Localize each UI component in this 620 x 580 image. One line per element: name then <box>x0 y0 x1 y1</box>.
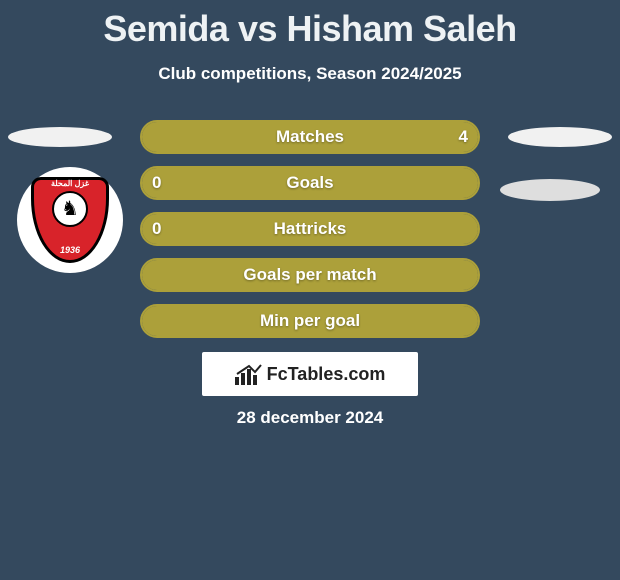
stat-row: 0Hattricks <box>140 212 480 246</box>
stat-row: Matches4 <box>140 120 480 154</box>
brand-text: FcTables.com <box>267 364 386 385</box>
stat-label: Goals <box>142 168 478 198</box>
stat-row: Min per goal <box>140 304 480 338</box>
stat-label: Goals per match <box>142 260 478 290</box>
player-left-placeholder <box>8 127 112 147</box>
subtitle: Club competitions, Season 2024/2025 <box>0 64 620 84</box>
brand-badge[interactable]: FcTables.com <box>202 352 418 396</box>
crest-horse-icon: ♞ <box>61 195 79 223</box>
brand-chart-icon <box>235 363 263 385</box>
page-title: Semida vs Hisham Saleh <box>0 0 620 50</box>
player-right-placeholder <box>508 127 612 147</box>
club-crest-right-placeholder <box>500 179 600 201</box>
club-crest-left: غزل المحلة ♞ 1936 <box>17 167 123 273</box>
stat-label: Min per goal <box>142 306 478 336</box>
stat-row: Goals per match <box>140 258 480 292</box>
stat-label: Hattricks <box>142 214 478 244</box>
stat-row: 0Goals <box>140 166 480 200</box>
crest-year: 1936 <box>31 245 109 255</box>
stat-label: Matches <box>142 122 478 152</box>
stat-value-right: 4 <box>459 122 468 152</box>
stats-container: Matches4 0Goals 0Hattricks Goals per match M… <box>140 120 480 350</box>
crest-top-text: غزل المحلة <box>31 179 109 188</box>
date-label: 28 december 2024 <box>0 408 620 428</box>
